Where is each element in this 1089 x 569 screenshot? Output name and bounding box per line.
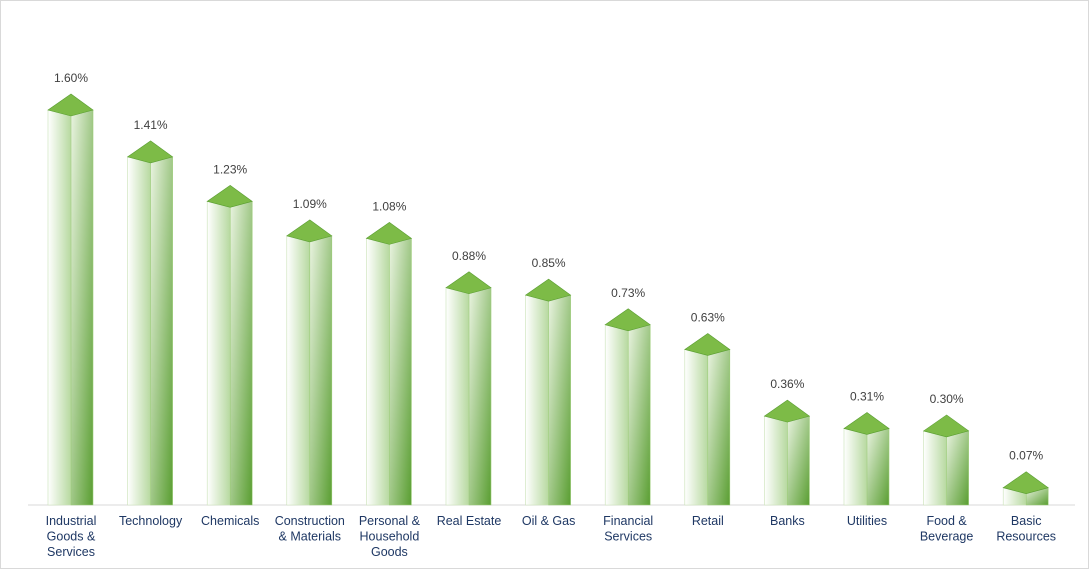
bar-front-face [923,430,947,506]
value-label: 0.31% [850,389,884,403]
bar-top-face [763,399,811,423]
bar-top-face [684,333,731,356]
category-label: Retail [692,514,724,528]
bar-top-face [126,140,174,164]
bar-top-face [604,308,651,332]
bar [524,278,572,506]
bar-front-face [286,235,311,506]
bar [843,412,890,506]
bar-side-face [389,238,412,506]
bar [126,140,174,506]
bar-front-face [525,294,549,506]
bar-side-face [627,324,651,506]
bar [206,184,253,506]
bar-side-face [707,349,731,506]
bar-front-face [684,349,709,506]
bar [604,308,651,506]
bar-side-face [150,156,173,506]
value-label: 0.63% [691,310,725,324]
bar [922,414,970,506]
value-label: 1.23% [213,162,247,176]
category-label: Banks [770,514,805,528]
value-label: 1.41% [134,118,168,132]
category-label: Personal & Household Goods [359,514,421,559]
bar-front-face [206,201,231,506]
bar-side-face [866,428,890,506]
bars-group [47,93,1049,506]
bar [684,333,731,506]
value-label: 1.08% [372,199,406,213]
bar-side-face [946,430,969,506]
bar [445,271,492,506]
value-label: 1.60% [54,71,88,85]
bar-top-face [922,414,970,438]
bar-front-face [366,238,390,506]
bar [47,93,94,506]
bar-front-face [127,156,151,506]
bar-top-face [445,271,492,295]
category-label: Technology [119,514,183,528]
bar-front-face [843,428,868,506]
bar-side-face [229,201,253,506]
bar-side-face [548,294,571,506]
value-label: 0.36% [770,377,804,391]
value-label: 1.09% [293,197,327,211]
value-label: 0.30% [930,392,964,406]
category-label: Chemicals [201,514,259,528]
bar-top-face [1002,471,1049,495]
bar [365,222,413,506]
bar-side-face [309,235,333,506]
bar-top-face [524,278,572,302]
bar-side-face [468,287,492,506]
bar [286,219,333,506]
bar-top-face [206,184,253,208]
bar-front-face [764,415,788,506]
value-labels-group: 1.60% 1.41% 1.23% 1.09% 1.08% 0.88% 0.85% 0.73%… [54,71,1044,463]
category-label: Basic Resources [996,514,1056,544]
bar-front-face [445,287,470,506]
value-label: 0.73% [611,286,645,300]
category-label: Real Estate [437,514,502,528]
category-label: Food & Beverage [920,514,974,544]
bar-side-face [787,415,810,506]
value-label: 0.85% [532,256,566,270]
category-labels-group: Industrial Goods & Services Technology Chemi… [46,514,1056,559]
category-label: Oil & Gas [522,514,576,528]
category-label: Construction & Materials [275,514,345,544]
bar-side-face [70,109,94,506]
category-label: Industrial Goods & Services [46,514,97,559]
bar-top-face [47,93,94,117]
bar [1002,471,1049,506]
bar-front-face [604,324,629,506]
bar-top-face [286,219,333,243]
value-label: 0.07% [1009,449,1043,463]
category-label: Utilities [847,514,887,528]
bar-top-face [843,412,890,435]
bar [763,399,811,506]
value-label: 0.88% [452,249,486,263]
category-label: Financial Services [603,514,653,544]
bar-top-face [365,222,413,245]
bar-front-face [47,109,72,506]
